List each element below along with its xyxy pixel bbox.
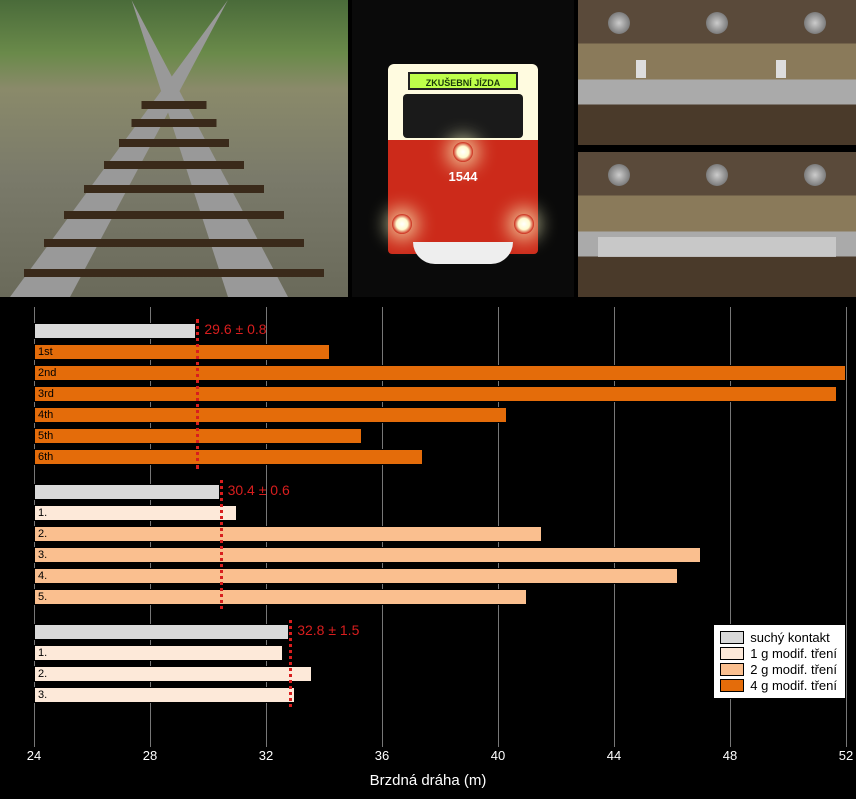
legend-row: 1 g modif. tření: [720, 646, 837, 661]
legend-row: suchý kontakt: [720, 630, 837, 645]
reference-line: [196, 319, 199, 469]
bar: [34, 624, 289, 640]
bar: [34, 344, 330, 360]
legend-swatch: [720, 663, 744, 676]
bar-label: 2.: [38, 526, 47, 542]
bar-label: 3.: [38, 687, 47, 703]
photo-tracks: [0, 0, 348, 297]
legend: suchý kontakt1 g modif. tření2 g modif. …: [713, 624, 846, 699]
x-axis-title: Brzdná dráha (m): [370, 772, 487, 789]
tram-number: 1544: [449, 169, 478, 184]
reference-label: 30.4 ± 0.6: [228, 482, 290, 498]
bar: [34, 365, 846, 381]
legend-label: suchý kontakt: [750, 630, 830, 645]
bar: [34, 568, 678, 584]
bar-label: 5.: [38, 589, 47, 605]
photo-rail-paste: [578, 152, 856, 297]
reference-label: 29.6 ± 0.8: [204, 321, 266, 337]
legend-row: 2 g modif. tření: [720, 662, 837, 677]
bar: [34, 526, 542, 542]
x-tick: 32: [259, 748, 273, 763]
reference-line: [289, 620, 292, 707]
bar-label: 2.: [38, 666, 47, 682]
legend-swatch: [720, 631, 744, 644]
photo-rail-clean: [578, 0, 856, 145]
bar: [34, 386, 837, 402]
bar: [34, 666, 312, 682]
x-tick: 28: [143, 748, 157, 763]
bar: [34, 449, 423, 465]
chart-area: 1st 2nd 3rd 4th 5th 6th 1. 2. 3. 4. 5. 1. 2. 3. 29.6 ±…: [0, 297, 856, 799]
legend-label: 2 g modif. tření: [750, 662, 837, 677]
bar: [34, 589, 527, 605]
tram-sign: ZKUŠEBNÍ JÍZDA: [408, 72, 518, 90]
bar: [34, 484, 220, 500]
bar: [34, 645, 283, 661]
legend-swatch: [720, 647, 744, 660]
photo-rail-column: [578, 0, 856, 297]
bar: [34, 687, 295, 703]
bar-label: 3.: [38, 547, 47, 563]
x-tick: 48: [723, 748, 737, 763]
bar-label: 4.: [38, 568, 47, 584]
reference-line: [220, 480, 223, 609]
bar: [34, 505, 237, 521]
x-tick: 36: [375, 748, 389, 763]
bar-label: 6th: [38, 449, 53, 465]
bar-label: 1.: [38, 645, 47, 661]
gridline: [846, 307, 847, 747]
bar-label: 3rd: [38, 386, 54, 402]
bar: [34, 323, 196, 339]
bar-label: 1st: [38, 344, 53, 360]
reference-label: 32.8 ± 1.5: [297, 622, 359, 638]
bar-label: 4th: [38, 407, 53, 423]
bar: [34, 407, 507, 423]
bar: [34, 547, 701, 563]
x-tick: 44: [607, 748, 621, 763]
photo-row: ZKUŠEBNÍ JÍZDA 1544: [0, 0, 856, 297]
bar-label: 1.: [38, 505, 47, 521]
legend-label: 4 g modif. tření: [750, 678, 837, 693]
legend-label: 1 g modif. tření: [750, 646, 837, 661]
x-tick: 40: [491, 748, 505, 763]
x-tick: 52: [839, 748, 853, 763]
photo-tram: ZKUŠEBNÍ JÍZDA 1544: [352, 0, 574, 297]
x-tick: 24: [27, 748, 41, 763]
bar-label: 5th: [38, 428, 53, 444]
legend-row: 4 g modif. tření: [720, 678, 837, 693]
bar-label: 2nd: [38, 365, 56, 381]
legend-swatch: [720, 679, 744, 692]
